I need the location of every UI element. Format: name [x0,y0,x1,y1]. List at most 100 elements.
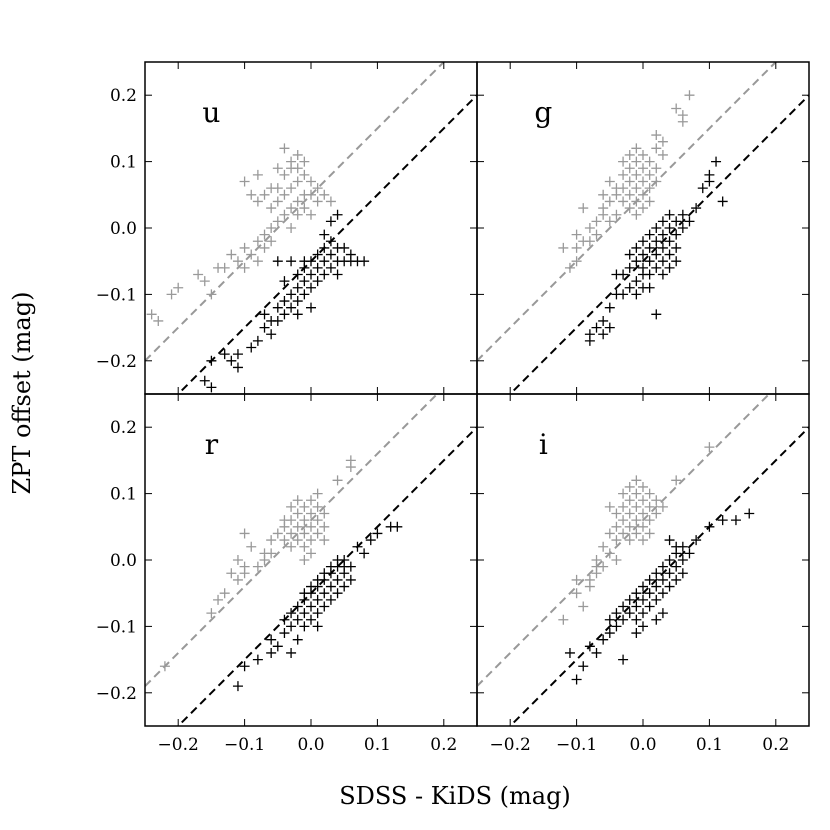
data-point [299,621,310,632]
data-point [618,654,629,665]
data-point [604,528,615,539]
data-point [677,555,688,565]
data-point [279,628,290,639]
x-tick-label: 0.2 [430,735,457,755]
data-point [292,149,303,160]
data-point [571,229,582,240]
data-point [591,229,602,240]
data-point [372,528,383,539]
data-point [339,242,350,253]
data-point [664,581,675,592]
data-point [671,229,682,240]
data-point [292,614,303,625]
data-point [671,256,682,267]
data-point [631,242,642,253]
data-point [624,608,635,619]
data-point [631,143,642,154]
data-point [306,508,316,519]
panel-frame [144,61,478,395]
data-point [631,156,642,167]
data-point [697,183,708,194]
data-point [638,176,648,187]
data-point [671,103,682,114]
panels-layer: −0.2−0.10.00.10.2 u g−0.2 −0.1 0.0 0.1 0.2−0.2… [96,61,810,755]
data-point [292,508,303,519]
data-point [325,216,336,227]
data-point [584,236,595,247]
panel-label: r [205,428,219,461]
data-point [199,276,210,287]
data-point [206,289,217,300]
data-point [611,535,622,546]
panel-label: u [202,96,220,129]
data-point [319,601,330,612]
data-point [312,488,323,499]
data-point [286,203,297,214]
data-point [239,176,250,187]
data-point [611,555,622,565]
data-point [306,601,316,612]
data-point [631,183,642,194]
data-point [611,183,622,194]
data-point [159,661,170,672]
data-point [624,594,635,605]
data-point [306,495,316,506]
data-point [299,256,310,267]
data-point [246,541,257,552]
data-point [651,223,662,233]
data-point [657,588,668,599]
data-point [638,508,648,519]
data-point [677,209,688,220]
data-point [232,574,243,585]
data-point [312,621,323,632]
data-point [591,647,602,658]
data-point [146,309,157,320]
data-point [226,249,237,260]
x-tick-label: −0.1 [556,735,597,755]
data-point [631,276,642,287]
data-point [638,282,648,293]
data-point [286,647,297,658]
reference-line [145,394,439,687]
data-point [618,156,629,167]
data-point [618,289,629,300]
data-point [246,249,257,260]
data-point [651,309,662,320]
data-point [292,163,303,174]
data-point [306,548,316,559]
data-point [657,501,668,512]
data-point [657,229,668,240]
data-point [598,541,609,552]
data-point [325,594,336,605]
data-point [279,614,290,625]
data-point [252,654,263,665]
y-tick-label: −0.2 [96,352,137,372]
data-point [644,515,655,526]
data-point [624,282,635,293]
data-point [259,242,270,253]
data-point [671,541,682,552]
data-point [644,169,655,180]
y-tick-label: −0.2 [96,684,137,704]
data-point [213,594,224,605]
data-point [272,315,283,326]
data-point [299,555,310,565]
data-point [306,535,316,546]
data-point [166,289,177,300]
data-point [325,249,336,260]
data-point [286,223,297,233]
data-point [657,561,668,572]
data-point [671,242,682,253]
data-point [292,176,303,187]
data-point [325,196,336,207]
data-point [604,216,615,227]
data-point [312,528,323,539]
panel-g: g [476,61,810,395]
data-point [299,541,310,552]
data-point [286,302,297,313]
data-point [644,156,655,167]
data-point [638,249,648,260]
data-point [651,163,662,174]
data-point [651,508,662,519]
data-point [744,508,755,519]
